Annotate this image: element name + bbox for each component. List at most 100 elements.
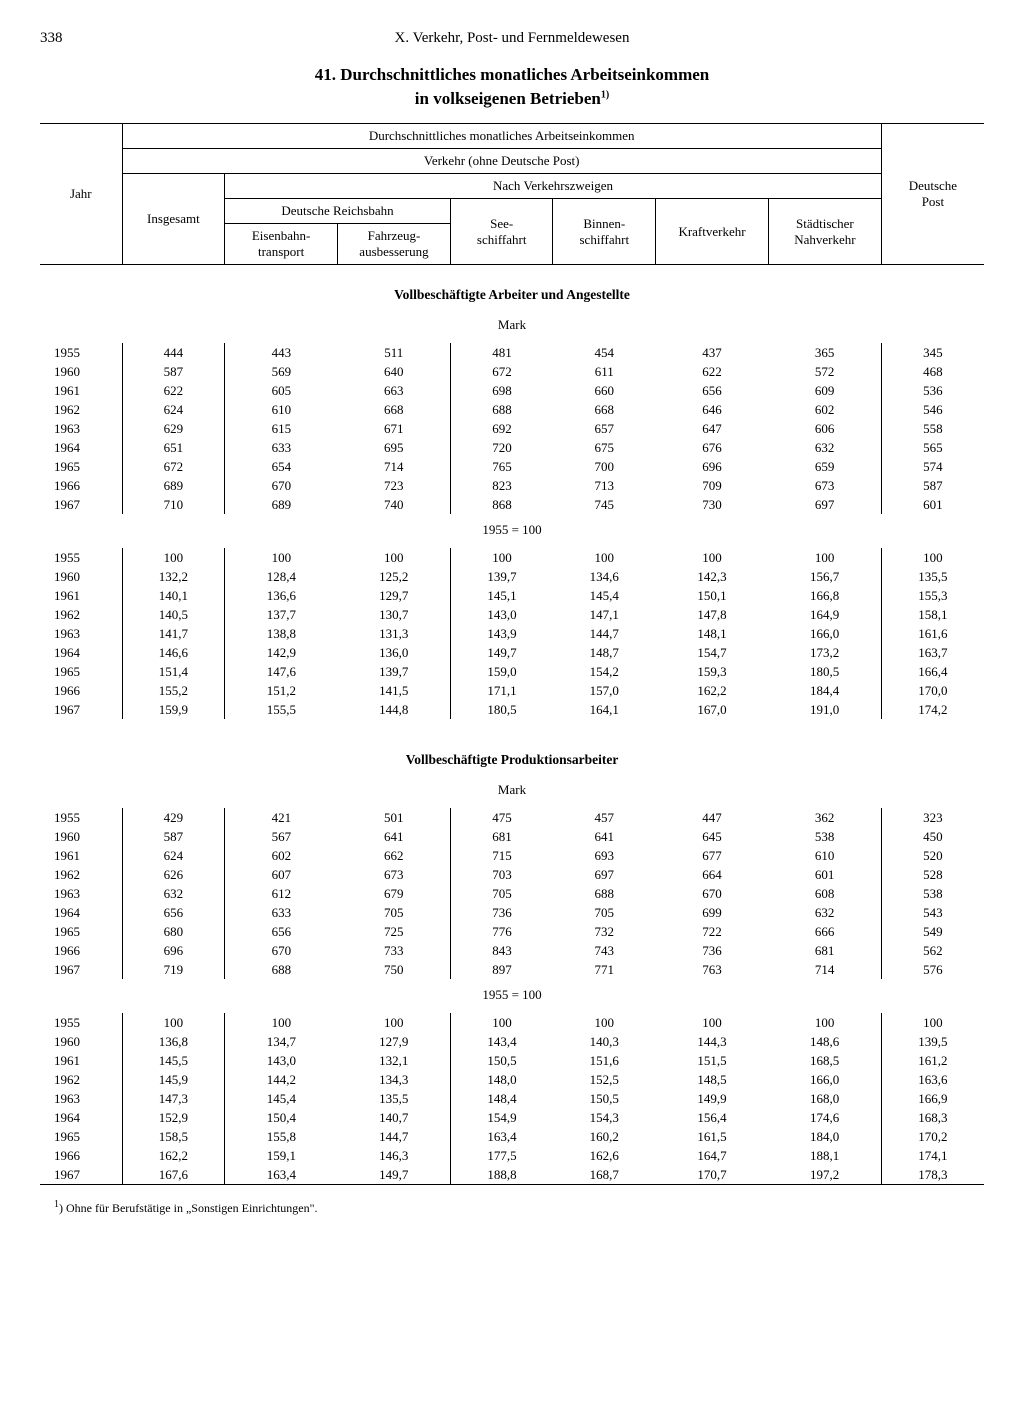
data-cell: 475 [450, 808, 553, 827]
data-cell: 776 [450, 922, 553, 941]
footnote-text: ) Ohne für Berufstätige in „Sonstigen Ei… [59, 1201, 318, 1215]
data-cell: 159,0 [450, 662, 553, 681]
data-cell: 868 [450, 495, 553, 514]
table-row: 1963632612679705688670608538 [40, 884, 984, 903]
data-cell: 698 [450, 381, 553, 400]
data-cell: 699 [656, 903, 769, 922]
data-cell: 145,4 [225, 1089, 338, 1108]
data-cell: 132,1 [338, 1051, 451, 1070]
data-cell: 632 [768, 903, 881, 922]
data-cell: 743 [553, 941, 656, 960]
data-cell: 143,0 [450, 605, 553, 624]
data-cell: 662 [338, 846, 451, 865]
data-cell: 100 [225, 1013, 338, 1032]
data-cell: 681 [450, 827, 553, 846]
data-cell: 164,1 [553, 700, 656, 719]
see-l2: schiffahrt [477, 232, 527, 247]
data-cell: 132,2 [122, 567, 225, 586]
income-table: Jahr Durchschnittliches monatliches Arbe… [40, 123, 984, 1187]
data-cell: 139,7 [338, 662, 451, 681]
col-binnen: Binnen- schiffahrt [553, 199, 656, 265]
data-cell: 647 [656, 419, 769, 438]
data-cell: 457 [553, 808, 656, 827]
table-row: 1967159,9155,5144,8180,5164,1167,0191,01… [40, 700, 984, 719]
chapter-header: X. Verkehr, Post- und Fernmeldewesen [395, 30, 630, 47]
table-row: 1964146,6142,9136,0149,7148,7154,7173,21… [40, 643, 984, 662]
col-avg-income: Durchschnittliches monatliches Arbeitsei… [122, 124, 881, 149]
data-cell: 723 [338, 476, 451, 495]
data-cell: 710 [122, 495, 225, 514]
table-row: 1964656633705736705699632543 [40, 903, 984, 922]
data-cell: 155,2 [122, 681, 225, 700]
data-cell: 170,2 [881, 1127, 984, 1146]
data-cell: 149,7 [450, 643, 553, 662]
data-cell: 156,4 [656, 1108, 769, 1127]
data-cell: 656 [122, 903, 225, 922]
data-cell: 145,4 [553, 586, 656, 605]
data-cell: 750 [338, 960, 451, 979]
data-cell: 147,1 [553, 605, 656, 624]
data-cell: 696 [122, 941, 225, 960]
data-cell: 654 [225, 457, 338, 476]
nah-l2: Nahverkehr [794, 232, 855, 247]
col-see: See- schiffahrt [450, 199, 553, 265]
data-cell: 765 [450, 457, 553, 476]
data-cell: 184,0 [768, 1127, 881, 1146]
data-cell: 632 [768, 438, 881, 457]
see-l1: See- [490, 216, 513, 231]
data-cell: 143,0 [225, 1051, 338, 1070]
data-cell: 609 [768, 381, 881, 400]
data-cell: 549 [881, 922, 984, 941]
data-cell: 632 [122, 884, 225, 903]
data-cell: 159,9 [122, 700, 225, 719]
data-cell: 127,9 [338, 1032, 451, 1051]
data-cell: 696 [656, 457, 769, 476]
data-cell: 715 [450, 846, 553, 865]
table-row: 1960587567641681641645538450 [40, 827, 984, 846]
data-cell: 188,8 [450, 1165, 553, 1185]
data-cell: 622 [656, 362, 769, 381]
year-cell: 1966 [40, 1146, 122, 1165]
data-cell: 645 [656, 827, 769, 846]
data-cell: 538 [768, 827, 881, 846]
unit-label: Mark [40, 774, 984, 808]
data-cell: 166,9 [881, 1089, 984, 1108]
data-cell: 673 [768, 476, 881, 495]
data-cell: 152,9 [122, 1108, 225, 1127]
data-cell: 672 [122, 457, 225, 476]
data-cell: 174,6 [768, 1108, 881, 1127]
unit-label: Mark [40, 309, 984, 343]
data-cell: 166,0 [768, 624, 881, 643]
data-cell: 688 [553, 884, 656, 903]
data-cell: 155,5 [225, 700, 338, 719]
data-cell: 145,5 [122, 1051, 225, 1070]
data-cell: 763 [656, 960, 769, 979]
data-cell: 536 [881, 381, 984, 400]
data-cell: 166,4 [881, 662, 984, 681]
data-cell: 745 [553, 495, 656, 514]
data-cell: 689 [225, 495, 338, 514]
data-cell: 100 [338, 548, 451, 567]
table-row: 1967167,6163,4149,7188,8168,7170,7197,21… [40, 1165, 984, 1185]
data-cell: 546 [881, 400, 984, 419]
data-cell: 168,3 [881, 1108, 984, 1127]
data-cell: 143,9 [450, 624, 553, 643]
data-cell: 138,8 [225, 624, 338, 643]
data-cell: 705 [450, 884, 553, 903]
data-cell: 677 [656, 846, 769, 865]
data-cell: 168,7 [553, 1165, 656, 1185]
year-cell: 1965 [40, 457, 122, 476]
table-row: 1961622605663698660656609536 [40, 381, 984, 400]
table-row: 1962624610668688668646602546 [40, 400, 984, 419]
year-cell: 1962 [40, 1070, 122, 1089]
data-cell: 148,7 [553, 643, 656, 662]
subtitle-sup: 1) [601, 89, 609, 100]
data-cell: 142,9 [225, 643, 338, 662]
col-nach: Nach Verkehrszweigen [225, 174, 882, 199]
year-cell: 1955 [40, 343, 122, 362]
data-cell: 100 [225, 548, 338, 567]
data-cell: 672 [450, 362, 553, 381]
table-row: 1963147,3145,4135,5148,4150,5149,9168,01… [40, 1089, 984, 1108]
year-cell: 1966 [40, 681, 122, 700]
data-cell: 170,7 [656, 1165, 769, 1185]
